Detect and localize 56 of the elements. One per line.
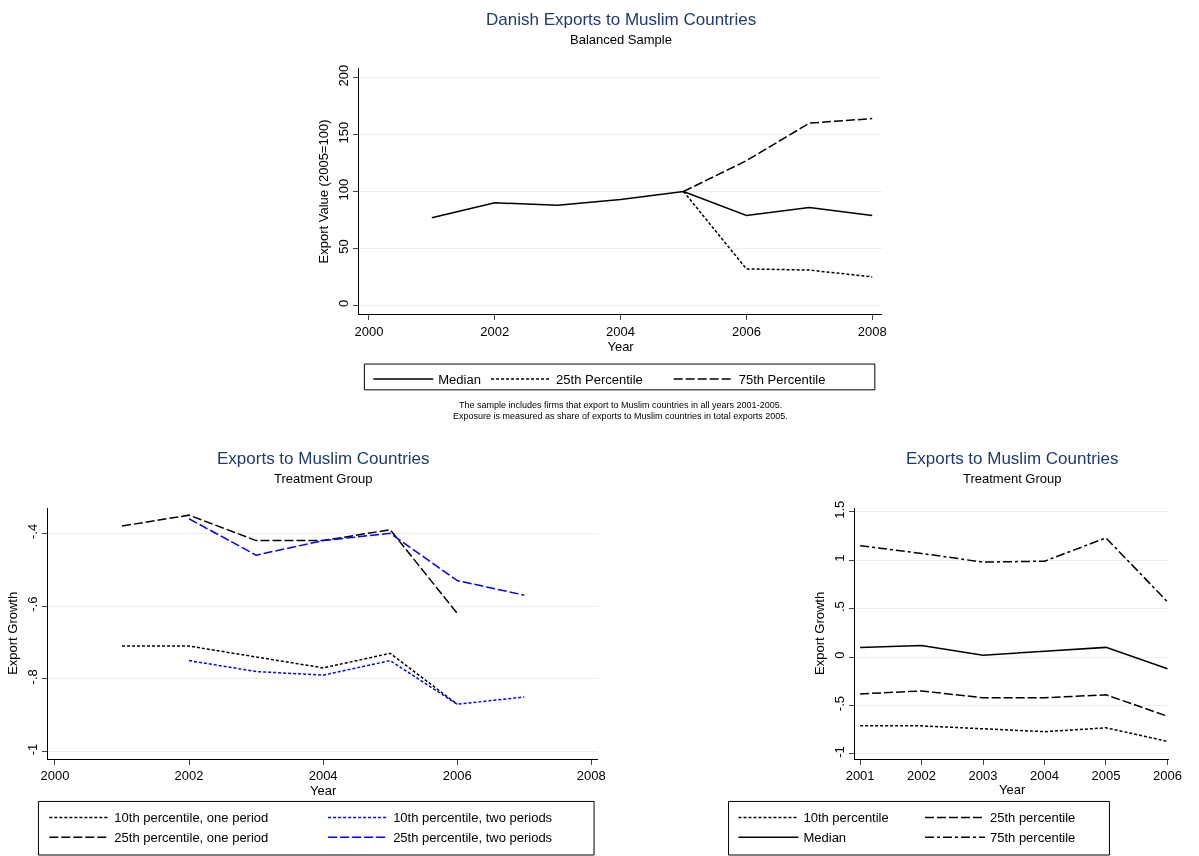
legend-label: 10th percentile bbox=[803, 810, 889, 826]
x-tick-label: 2002 bbox=[907, 768, 937, 784]
y-tick-label: 0 bbox=[831, 651, 847, 659]
y-tick-label: .5 bbox=[831, 601, 847, 613]
text: The sample includes firms that export to Muslim countries in all years 2001-2005. bbox=[459, 400, 783, 410]
chart-title: Danish Exports to Muslim Countries bbox=[486, 10, 757, 29]
legend-label: Median bbox=[803, 830, 847, 846]
y-tick-label: 200 bbox=[336, 64, 352, 87]
legend-label: 75th percentile bbox=[989, 830, 1076, 846]
x-tick-label: 2004 bbox=[606, 324, 636, 340]
x-tick-label: 2006 bbox=[1153, 768, 1182, 784]
legend-label: 10th percentile, two periods bbox=[393, 810, 553, 826]
chart-subtitle: Treatment Group bbox=[274, 471, 373, 486]
y-tick-label: 100 bbox=[336, 178, 352, 201]
legend-label: 75th Percentile bbox=[738, 372, 826, 388]
x-tick-label: 2004 bbox=[1030, 768, 1059, 784]
x-axis-title: Year bbox=[999, 782, 1027, 797]
chart-subtitle: Balanced Sample bbox=[570, 32, 672, 47]
y-tick-label: -1 bbox=[25, 743, 41, 756]
chart-title: Exports to Muslim Countries bbox=[217, 449, 430, 468]
text: Exposure is measured as share of exports to Muslim countries in total exports 2005. bbox=[453, 411, 788, 421]
y-tick-label: 50 bbox=[336, 239, 352, 254]
x-tick-label: 2004 bbox=[308, 768, 338, 784]
legend-label: 25th percentile, two periods bbox=[393, 830, 553, 846]
x-axis-title: Year bbox=[607, 339, 635, 355]
x-tick-label: 2008 bbox=[576, 768, 606, 784]
x-tick-label: 2006 bbox=[442, 768, 472, 784]
y-tick-label: -.5 bbox=[831, 695, 847, 712]
x-tick-label: 2000 bbox=[40, 768, 70, 784]
legend-label: 10th percentile, one period bbox=[114, 810, 269, 826]
y-tick-label: 1.5 bbox=[831, 500, 847, 519]
x-tick-label: 2000 bbox=[354, 324, 384, 340]
x-axis-title: Year bbox=[309, 783, 337, 799]
x-tick-label: 2002 bbox=[174, 768, 204, 784]
x-tick-label: 2001 bbox=[845, 768, 875, 784]
y-tick-label: 1 bbox=[831, 554, 847, 562]
chart-subtitle: Treatment Group bbox=[963, 471, 1062, 486]
x-tick-label: 2002 bbox=[480, 324, 510, 340]
chart-title: Exports to Muslim Countries bbox=[906, 449, 1119, 468]
legend-label: Median bbox=[438, 372, 481, 388]
x-tick-label: 2003 bbox=[968, 768, 998, 784]
legend-label: 25th Percentile bbox=[556, 372, 643, 388]
y-tick-label: -.8 bbox=[25, 669, 41, 685]
x-tick-label: 2005 bbox=[1091, 768, 1121, 784]
y-axis-title: Export Value (2005=100) bbox=[316, 119, 332, 264]
y-tick-label: -1 bbox=[831, 746, 847, 758]
y-axis-title: Export Growth bbox=[5, 591, 21, 675]
x-tick-label: 2006 bbox=[731, 324, 761, 340]
y-axis-title: Export Growth bbox=[811, 591, 827, 675]
x-tick-label: 2008 bbox=[857, 324, 887, 340]
y-tick-label: -.6 bbox=[25, 596, 41, 612]
legend-label: 25th percentile bbox=[989, 810, 1076, 826]
legend-label: 25th percentile, one period bbox=[114, 830, 269, 846]
y-tick-label: 0 bbox=[336, 299, 352, 308]
y-tick-label: -.4 bbox=[25, 523, 41, 539]
y-tick-label: 150 bbox=[336, 121, 352, 144]
